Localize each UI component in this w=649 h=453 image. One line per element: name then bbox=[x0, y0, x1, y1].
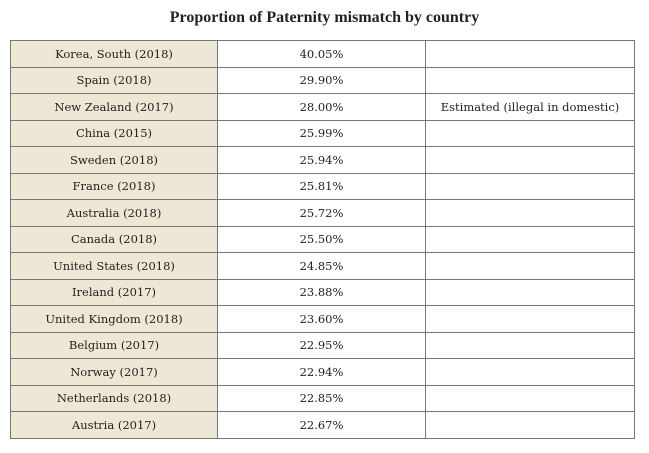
note-cell bbox=[425, 331, 635, 359]
table-row: Australia (2018) 25.72% bbox=[10, 199, 635, 227]
country-cell: China (2015) bbox=[10, 119, 218, 147]
table-body: Korea, South (2018) 40.05% Spain (2018) 29.… bbox=[10, 40, 635, 439]
note-cell bbox=[425, 305, 635, 333]
table-row: Austria (2017) 22.67% bbox=[10, 411, 635, 439]
country-cell: Austria (2017) bbox=[10, 411, 218, 439]
country-cell: Netherlands (2018) bbox=[10, 384, 218, 412]
note-cell bbox=[425, 119, 635, 147]
value-cell: 25.99% bbox=[217, 119, 426, 147]
value-cell: 25.72% bbox=[217, 199, 426, 227]
note-cell bbox=[425, 384, 635, 412]
table-row: Norway (2017) 22.94% bbox=[10, 358, 635, 386]
country-cell: Norway (2017) bbox=[10, 358, 218, 386]
value-cell: 22.67% bbox=[217, 411, 426, 439]
note-cell bbox=[425, 199, 635, 227]
country-cell: New Zealand (2017) bbox=[10, 93, 218, 121]
value-cell: 25.81% bbox=[217, 172, 426, 200]
value-cell: 23.88% bbox=[217, 278, 426, 306]
note-cell bbox=[425, 40, 635, 68]
table-row: Ireland (2017) 23.88% bbox=[10, 278, 635, 306]
value-cell: 23.60% bbox=[217, 305, 426, 333]
country-cell: Sweden (2018) bbox=[10, 146, 218, 174]
table-row: United Kingdom (2018) 23.60% bbox=[10, 305, 635, 333]
value-cell: 25.94% bbox=[217, 146, 426, 174]
value-cell: 22.85% bbox=[217, 384, 426, 412]
country-cell: Australia (2018) bbox=[10, 199, 218, 227]
note-cell bbox=[425, 252, 635, 280]
note-cell bbox=[425, 66, 635, 94]
table-row: China (2015) 25.99% bbox=[10, 119, 635, 147]
value-cell: 40.05% bbox=[217, 40, 426, 68]
note-cell: Estimated (illegal in domestic) bbox=[425, 93, 635, 121]
note-cell bbox=[425, 411, 635, 439]
value-cell: 25.50% bbox=[217, 225, 426, 253]
value-cell: 22.95% bbox=[217, 331, 426, 359]
table-title: Proportion of Paternity mismatch by coun… bbox=[169, 9, 480, 26]
note-cell bbox=[425, 146, 635, 174]
table-row: Canada (2018) 25.50% bbox=[10, 225, 635, 253]
table-row: Netherlands (2018) 22.85% bbox=[10, 384, 635, 412]
table-row: France (2018) 25.81% bbox=[10, 172, 635, 200]
value-cell: 29.90% bbox=[217, 66, 426, 94]
table-row: New Zealand (2017) 28.00% Estimated (illeg… bbox=[10, 93, 635, 121]
note-cell bbox=[425, 358, 635, 386]
data-table: Korea, South (2018) 40.05% Spain (2018) 29.… bbox=[10, 40, 635, 439]
table-row: Spain (2018) 29.90% bbox=[10, 66, 635, 94]
table-row: Korea, South (2018) 40.05% bbox=[10, 40, 635, 68]
note-cell bbox=[425, 225, 635, 253]
value-cell: 28.00% bbox=[217, 93, 426, 121]
country-cell: Korea, South (2018) bbox=[10, 40, 218, 68]
value-cell: 22.94% bbox=[217, 358, 426, 386]
note-cell bbox=[425, 172, 635, 200]
value-cell: 24.85% bbox=[217, 252, 426, 280]
table-row: United States (2018) 24.85% bbox=[10, 252, 635, 280]
country-cell: France (2018) bbox=[10, 172, 218, 200]
country-cell: Belgium (2017) bbox=[10, 331, 218, 359]
country-cell: Ireland (2017) bbox=[10, 278, 218, 306]
note-cell bbox=[425, 278, 635, 306]
country-cell: United States (2018) bbox=[10, 252, 218, 280]
table-row: Sweden (2018) 25.94% bbox=[10, 146, 635, 174]
country-cell: Canada (2018) bbox=[10, 225, 218, 253]
country-cell: United Kingdom (2018) bbox=[10, 305, 218, 333]
table-row: Belgium (2017) 22.95% bbox=[10, 331, 635, 359]
country-cell: Spain (2018) bbox=[10, 66, 218, 94]
